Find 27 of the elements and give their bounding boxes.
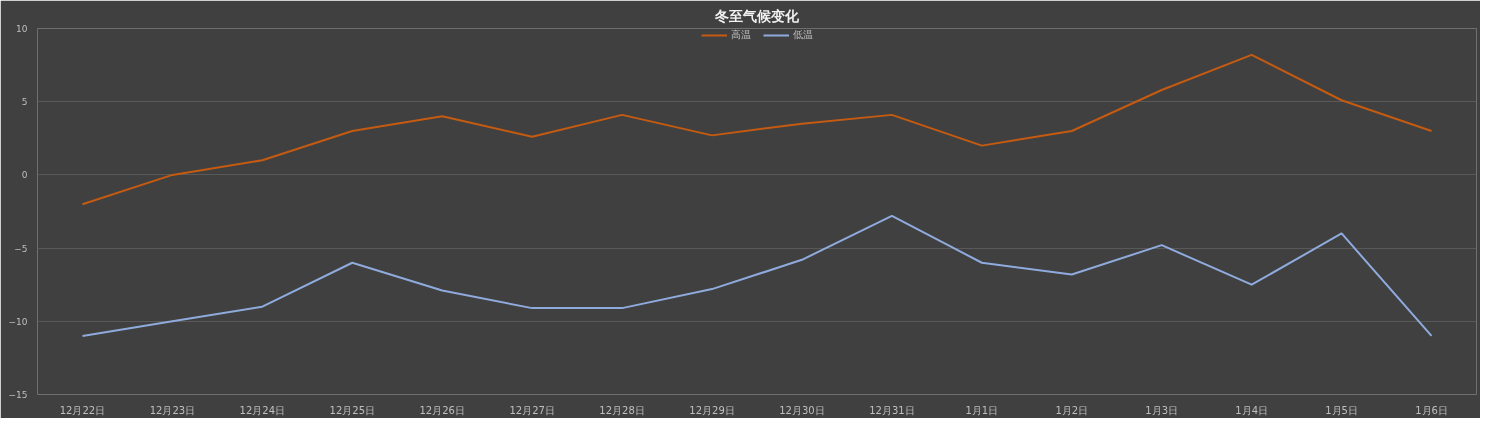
- x-tick-label: 1月6日: [1415, 404, 1448, 416]
- x-tick-label: 12月26日: [419, 404, 465, 416]
- x-tick-label: 1月5日: [1325, 404, 1358, 416]
- x-tick-label: 12月25日: [329, 404, 376, 416]
- line-series: [81, 53, 1433, 206]
- legend-label: 高温: [730, 28, 751, 42]
- x-tick-label: 12月28日: [599, 404, 645, 416]
- y-tick-label: 10: [16, 24, 28, 34]
- x-tick-label: 12月27日: [509, 404, 555, 416]
- x-tick-label: 12月31日: [869, 404, 915, 416]
- x-tick-label: 12月29日: [689, 404, 735, 416]
- x-tick-label: 1月4日: [1235, 404, 1269, 416]
- y-tick-label: 0: [21, 170, 28, 181]
- x-tick-label: 12月24日: [239, 404, 286, 416]
- x-tick-label: 12月30日: [779, 404, 825, 416]
- x-tick-label: 12月22日: [59, 404, 106, 416]
- y-tick-label: −10: [8, 316, 28, 327]
- legend-label: 低温: [792, 28, 813, 42]
- y-tick-label: −15: [8, 390, 28, 400]
- x-tick-label: 1月3日: [1145, 404, 1179, 416]
- y-tick-label: 5: [21, 97, 28, 108]
- chart-title: 冬至气候变化: [714, 7, 800, 24]
- x-tick-label: 1月1日: [965, 404, 999, 416]
- y-tick-label: −5: [14, 243, 28, 254]
- line-series: [81, 214, 1433, 337]
- x-tick-label: 12月23日: [149, 404, 196, 416]
- x-tick-label: 1月2日: [1055, 404, 1089, 416]
